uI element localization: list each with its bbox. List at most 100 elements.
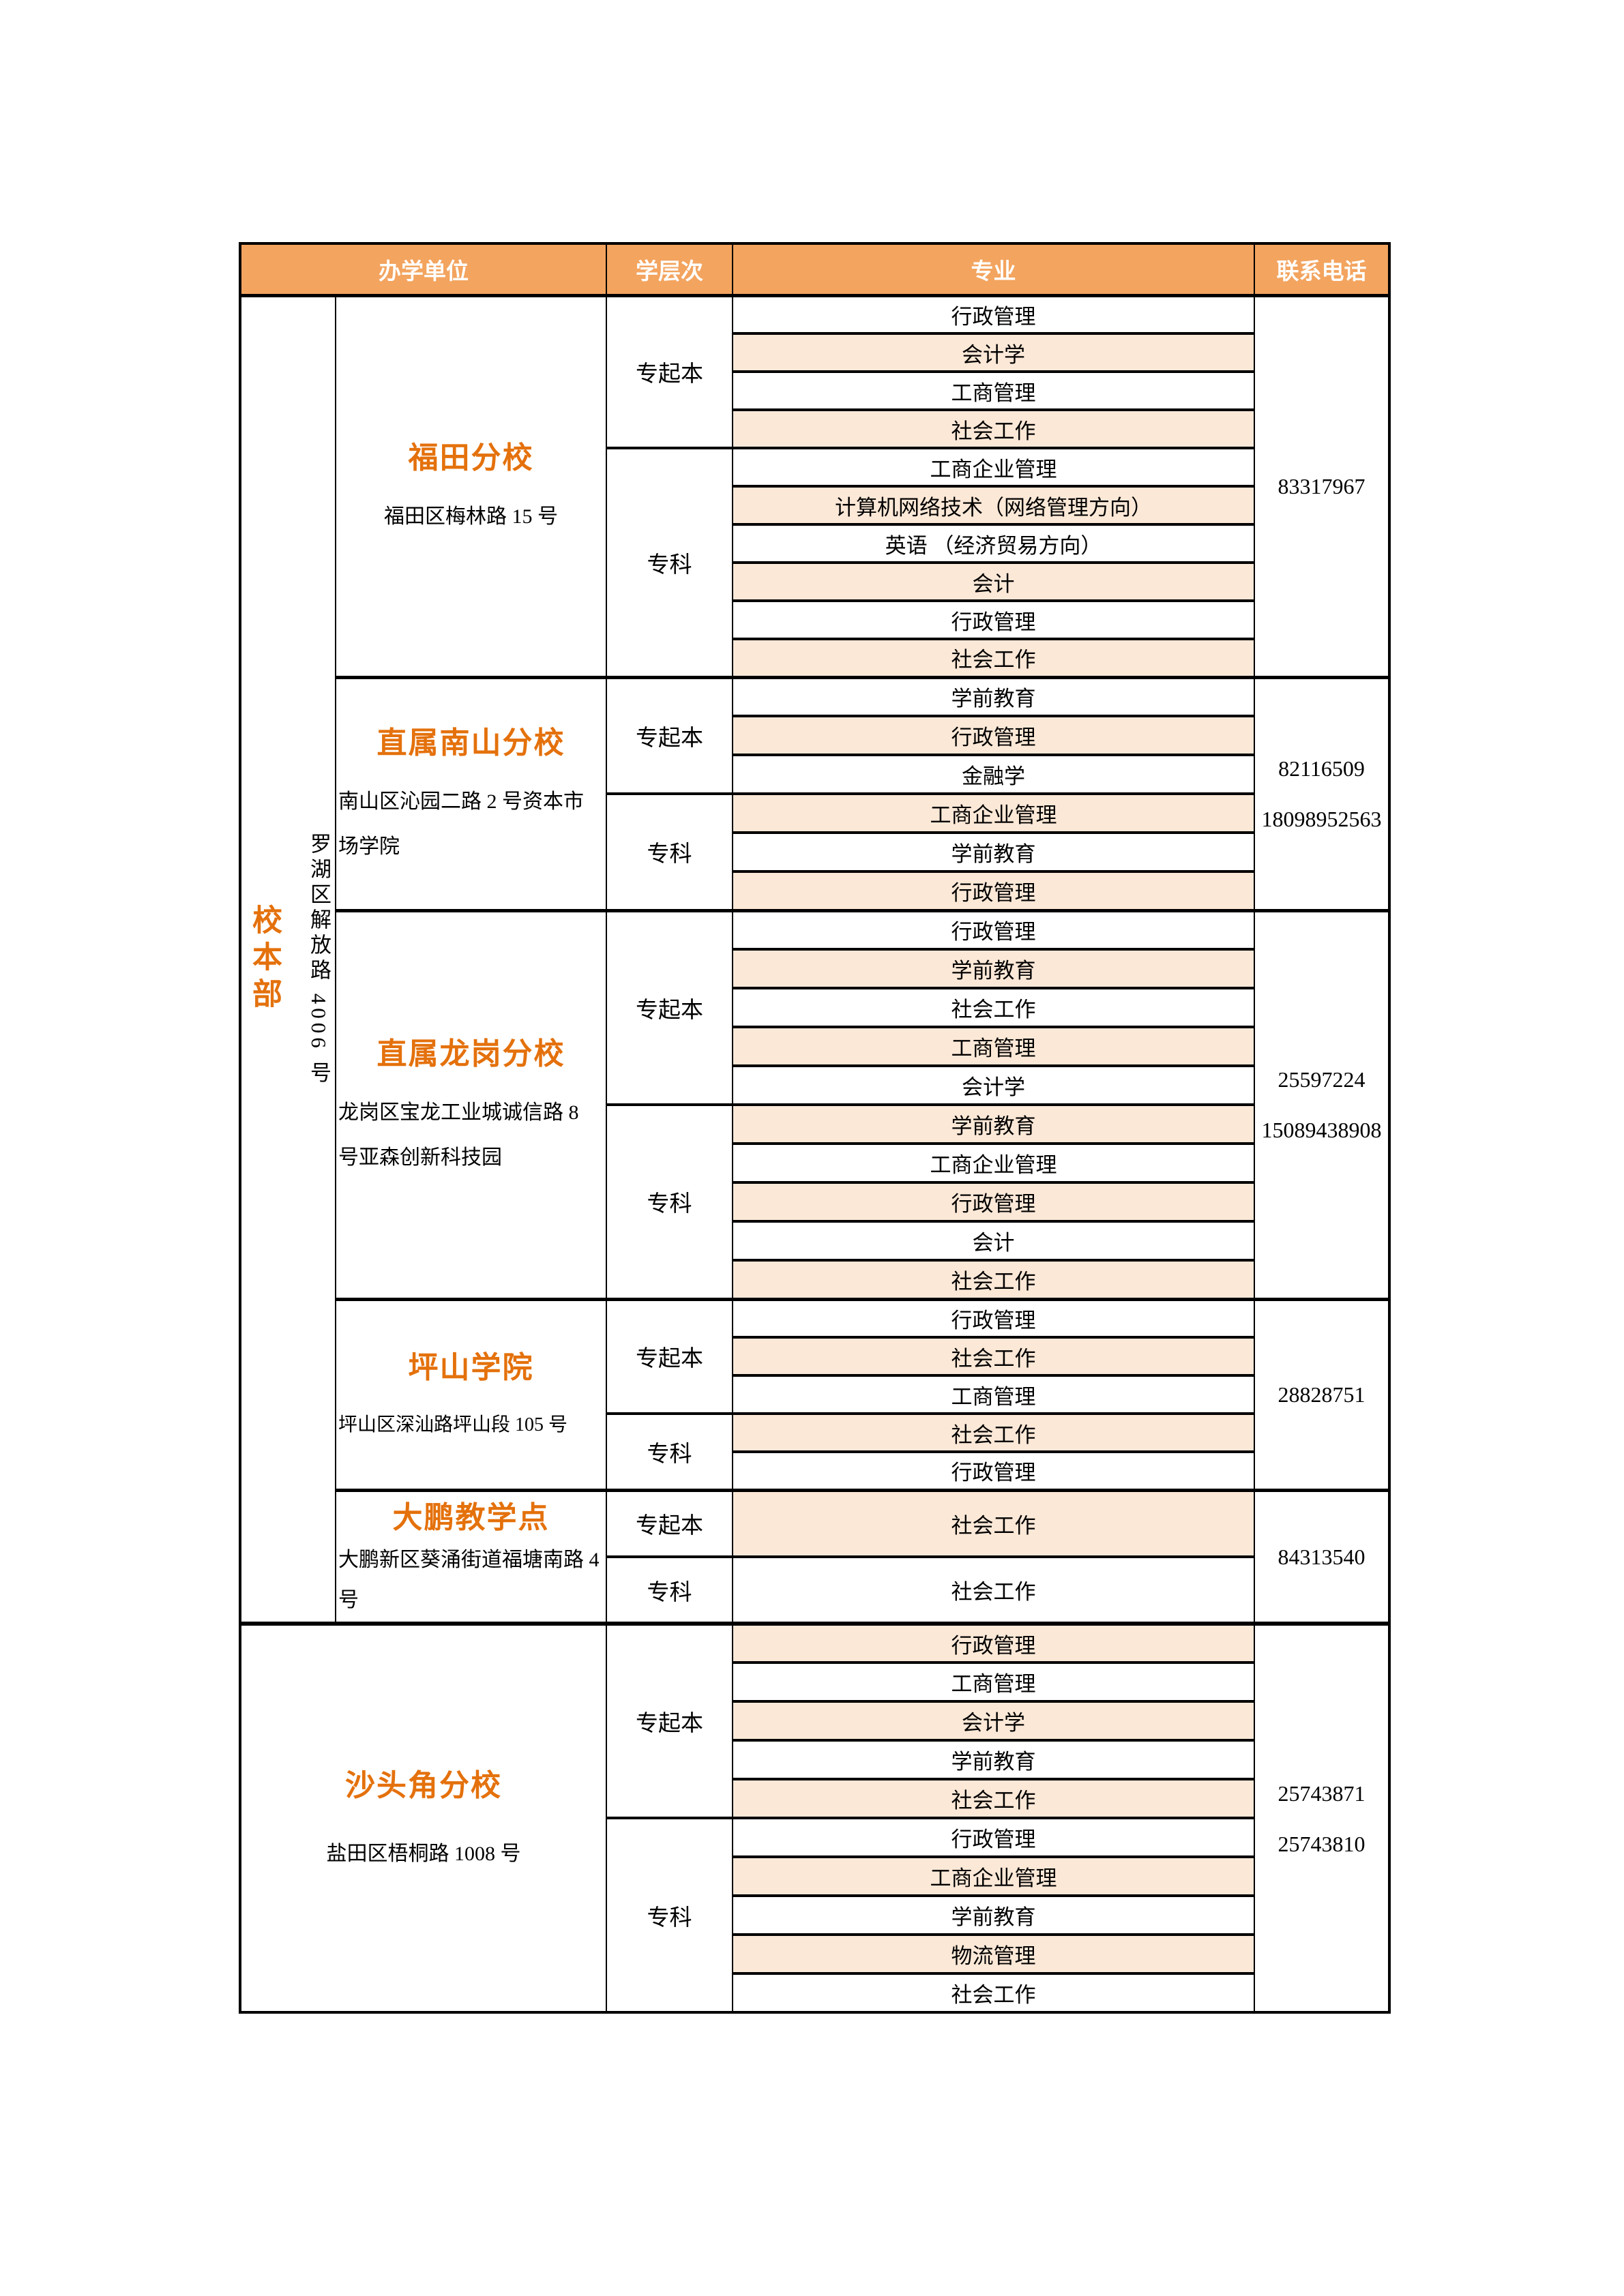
major-cell: 学前教育 bbox=[732, 1739, 1255, 1780]
branch-cell: 直属龙岗分校龙岗区宝龙工业城诚信路 8 号亚森创新科技园 bbox=[335, 908, 607, 1300]
table-row: 学前教育 bbox=[240, 1894, 1389, 1936]
table-row: 专科 社会工作 bbox=[240, 1555, 1389, 1625]
branch-content: 大鹏教学点 大鹏新区葵涌街道福塘南路 4 号 bbox=[338, 1493, 604, 1620]
phone-cell: 28828751 bbox=[1254, 1297, 1390, 1491]
major-cell: 学前教育 bbox=[732, 1103, 1255, 1145]
level-cell: 专起本 bbox=[606, 293, 733, 449]
phone-number: 25743871 bbox=[1278, 1780, 1365, 1806]
branch-content: 沙头角分校盐田区梧桐路 1008 号 bbox=[243, 1761, 604, 1877]
major-cell: 计算机网络技术（网络管理方向） bbox=[732, 485, 1255, 526]
branch-cell: 福田分校福田区梅林路 15 号 bbox=[335, 293, 607, 679]
table-row: 工商管理 bbox=[240, 1661, 1389, 1703]
branch-name: 沙头角分校 bbox=[345, 1768, 502, 1802]
table-header: 办学单位 学层次 专业 联系电话 bbox=[239, 242, 1390, 297]
table-row: 专科 行政管理 bbox=[240, 1817, 1389, 2014]
table-row: 社会工作 bbox=[240, 1336, 1389, 1377]
campus-group-cell: 校本部 罗湖区解放路 4006 号 bbox=[239, 293, 336, 1625]
branch-name: 直属南山分校 bbox=[377, 726, 565, 760]
level-cell: 专科 bbox=[606, 1817, 733, 2014]
table-row: 行政管理 bbox=[240, 1450, 1389, 1491]
table-row: 直属龙岗分校龙岗区宝龙工业城诚信路 8 号亚森创新科技园 专起本行政管理 25597… bbox=[240, 908, 1390, 1300]
level-cell: 专起本 bbox=[606, 1297, 733, 1415]
phone-number: 82116509 bbox=[1278, 756, 1365, 781]
major-cell: 工商管理 bbox=[732, 1026, 1255, 1067]
branch-address: 盐田区梧桐路 1008 号 bbox=[326, 1842, 521, 1865]
branch-address: 福田区梅林路 15 号 bbox=[384, 505, 558, 528]
major-cell: 社会工作 bbox=[732, 1259, 1255, 1300]
table-row: 工商企业管理 bbox=[240, 1142, 1389, 1184]
table-row: 会计 bbox=[240, 1220, 1389, 1262]
major-cell: 会计学 bbox=[732, 1700, 1255, 1742]
table-row: 专科 学前教育 bbox=[240, 1103, 1389, 1300]
table-row: 金融学 bbox=[240, 754, 1389, 795]
table-row: 学前教育 bbox=[240, 1739, 1389, 1780]
table-row: 会计学 bbox=[240, 1700, 1389, 1742]
branch-address: 龙岗区宝龙工业城诚信路 8 号亚森创新科技园 bbox=[338, 1101, 579, 1169]
branch-name: 直属龙岗分校 bbox=[377, 1037, 565, 1071]
major-cell: 工商管理 bbox=[732, 1374, 1255, 1415]
table-row: 专科 工商企业管理 bbox=[240, 447, 1389, 679]
phone-number: 83317967 bbox=[1278, 474, 1365, 498]
branch-content: 坪山学院 坪山区深汕路坪山段 105 号 bbox=[338, 1343, 604, 1446]
phone-number: 18098952563 bbox=[1261, 807, 1382, 831]
major-cell: 学前教育 bbox=[732, 675, 1255, 717]
major-cell: 会计学 bbox=[732, 1064, 1255, 1106]
table-row: 社会工作 bbox=[240, 408, 1389, 449]
major-cell: 社会工作 bbox=[732, 408, 1255, 449]
level-cell: 专科 bbox=[606, 1103, 733, 1300]
table-row: 大鹏教学点 大鹏新区葵涌街道福塘南路 4 号专起本 社会工作 84313540 bbox=[240, 1488, 1390, 1625]
table-row: 社会工作 bbox=[240, 638, 1389, 679]
branch-content: 直属龙岗分校龙岗区宝龙工业城诚信路 8 号亚森创新科技园 bbox=[338, 1029, 604, 1180]
table-row: 社会工作 bbox=[240, 1778, 1389, 1819]
table-row: 校本部 罗湖区解放路 4006 号福田分校 福田区梅林路 15 号专起本 行政管理 83… bbox=[239, 293, 1390, 1625]
branch-address: 大鹏新区葵涌街道福塘南路 4 号 bbox=[338, 1549, 600, 1611]
level-cell: 专起本 bbox=[606, 908, 733, 1106]
table-row: 直属南山分校 南山区沁园二路 2 号资本市场学院 专起本 学前教育 82116509 18… bbox=[240, 675, 1390, 912]
campus-group-address: 罗湖区解放路 4006 号 bbox=[307, 832, 331, 1087]
major-cell: 金融学 bbox=[732, 754, 1255, 795]
major-cell: 行政管理 bbox=[732, 1817, 1255, 1858]
header-row: 办学单位 学层次 专业 联系电话 bbox=[239, 242, 1390, 297]
table-row: 沙头角分校 盐田区梧桐路 1008 号专起本 行政管理 25743871 2574381… bbox=[239, 1622, 1390, 2014]
major-cell: 社会工作 bbox=[732, 1488, 1255, 1558]
major-cell: 工商企业管理 bbox=[732, 1142, 1255, 1184]
phone-cell: 82116509 18098952563 bbox=[1254, 675, 1390, 912]
table-row: 英语 （经济贸易方向） bbox=[240, 523, 1389, 564]
table-row: 社会工作 bbox=[240, 987, 1389, 1028]
major-cell: 会计 bbox=[732, 561, 1255, 602]
table-body: 校本部 罗湖区解放路 4006 号福田分校 福田区梅林路 15 号专起本 行政管理 83… bbox=[239, 293, 1390, 2014]
major-cell: 会计 bbox=[732, 1220, 1255, 1262]
table-row: 社会工作 bbox=[240, 1972, 1389, 2014]
branch-address: 南山区沁园二路 2 号资本市场学院 bbox=[338, 790, 584, 858]
table-row: 会计 bbox=[240, 561, 1389, 602]
branch-cell: 坪山学院 坪山区深汕路坪山段 105 号 bbox=[335, 1297, 607, 1491]
level-cell: 专科 bbox=[606, 447, 733, 679]
branch-cell: 沙头角分校盐田区梧桐路 1008 号 bbox=[239, 1622, 607, 2014]
branch-name: 福田分校 bbox=[408, 441, 534, 475]
table-row: 工商管理 bbox=[240, 370, 1389, 411]
major-cell: 行政管理 bbox=[732, 1297, 1255, 1339]
table-row: 行政管理 bbox=[240, 715, 1389, 756]
header-cell-0: 办学单位 bbox=[239, 242, 607, 297]
branch-name: 坪山学院 bbox=[408, 1351, 534, 1385]
table-row: 计算机网络技术（网络管理方向） bbox=[240, 485, 1389, 526]
campus-group-name: 校本部 bbox=[248, 904, 281, 1015]
major-cell: 行政管理 bbox=[732, 715, 1255, 756]
major-cell: 社会工作 bbox=[732, 1412, 1255, 1453]
major-cell: 行政管理 bbox=[732, 1181, 1255, 1223]
major-cell: 社会工作 bbox=[732, 987, 1255, 1028]
branch-content: 直属南山分校南山区沁园二路 2 号资本市场学院 bbox=[338, 718, 604, 869]
major-cell: 行政管理 bbox=[732, 1622, 1255, 1664]
level-cell: 专起本 bbox=[606, 1488, 733, 1558]
major-cell: 工商企业管理 bbox=[732, 1855, 1255, 1897]
table-row: 行政管理 bbox=[240, 599, 1389, 640]
phone-cell: 25597224 15089438908 bbox=[1254, 908, 1390, 1300]
level-cell: 专科 bbox=[606, 1412, 733, 1491]
branch-content: 福田分校福田区梅林路 15 号 bbox=[338, 433, 604, 539]
major-cell: 社会工作 bbox=[732, 1778, 1255, 1819]
table-row: 社会工作 bbox=[240, 1259, 1389, 1300]
table-row: 专科 社会工作 bbox=[240, 1412, 1389, 1491]
major-cell: 学前教育 bbox=[732, 948, 1255, 989]
major-cell: 社会工作 bbox=[732, 1555, 1255, 1625]
